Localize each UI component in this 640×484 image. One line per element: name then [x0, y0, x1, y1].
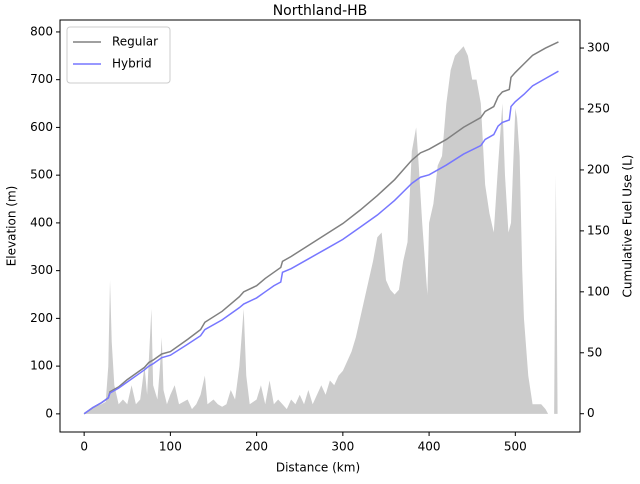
x-tick-label: 0 — [80, 440, 88, 454]
y2-axis-label: Cumulative Fuel Use (L) — [621, 155, 635, 298]
x-tick-label: 400 — [418, 440, 441, 454]
y2-tick-label: 100 — [587, 284, 610, 298]
y-axis-label: Elevation (m) — [5, 186, 19, 267]
x-axis-label: Distance (km) — [276, 461, 360, 475]
fuel-line — [83, 70, 559, 415]
y-tick-label: 400 — [30, 215, 53, 229]
chart-title: Northland-HB — [273, 3, 368, 19]
legend: Regular Hybrid — [66, 26, 171, 84]
legend-label: Hybrid — [112, 57, 152, 71]
elevation-area — [84, 46, 558, 414]
x-tick-label: 300 — [331, 440, 354, 454]
y2-tick-label: 150 — [587, 223, 610, 237]
y2-tick-label: 0 — [587, 406, 595, 420]
fuel-line — [83, 41, 559, 415]
plot-frame — [59, 19, 581, 433]
legend-label: Regular — [112, 35, 158, 49]
y-tick-label: 600 — [30, 120, 53, 134]
y2-tick-label: 200 — [587, 162, 610, 176]
y-tick-label: 800 — [30, 24, 53, 38]
y-tick-label: 200 — [30, 311, 53, 325]
y2-tick-label: 250 — [587, 101, 610, 115]
x-tick-label: 500 — [504, 440, 527, 454]
x-tick-label: 100 — [159, 440, 182, 454]
y-tick-label: 500 — [30, 168, 53, 182]
y-tick-label: 100 — [30, 359, 53, 373]
y2-tick-label: 50 — [587, 345, 602, 359]
y-tick-label: 700 — [30, 72, 53, 86]
y2-tick-label: 300 — [587, 41, 610, 55]
y-tick-label: 300 — [30, 263, 53, 277]
legend-box — [66, 26, 171, 84]
y-tick-label: 0 — [45, 406, 53, 420]
x-tick-label: 200 — [245, 440, 268, 454]
